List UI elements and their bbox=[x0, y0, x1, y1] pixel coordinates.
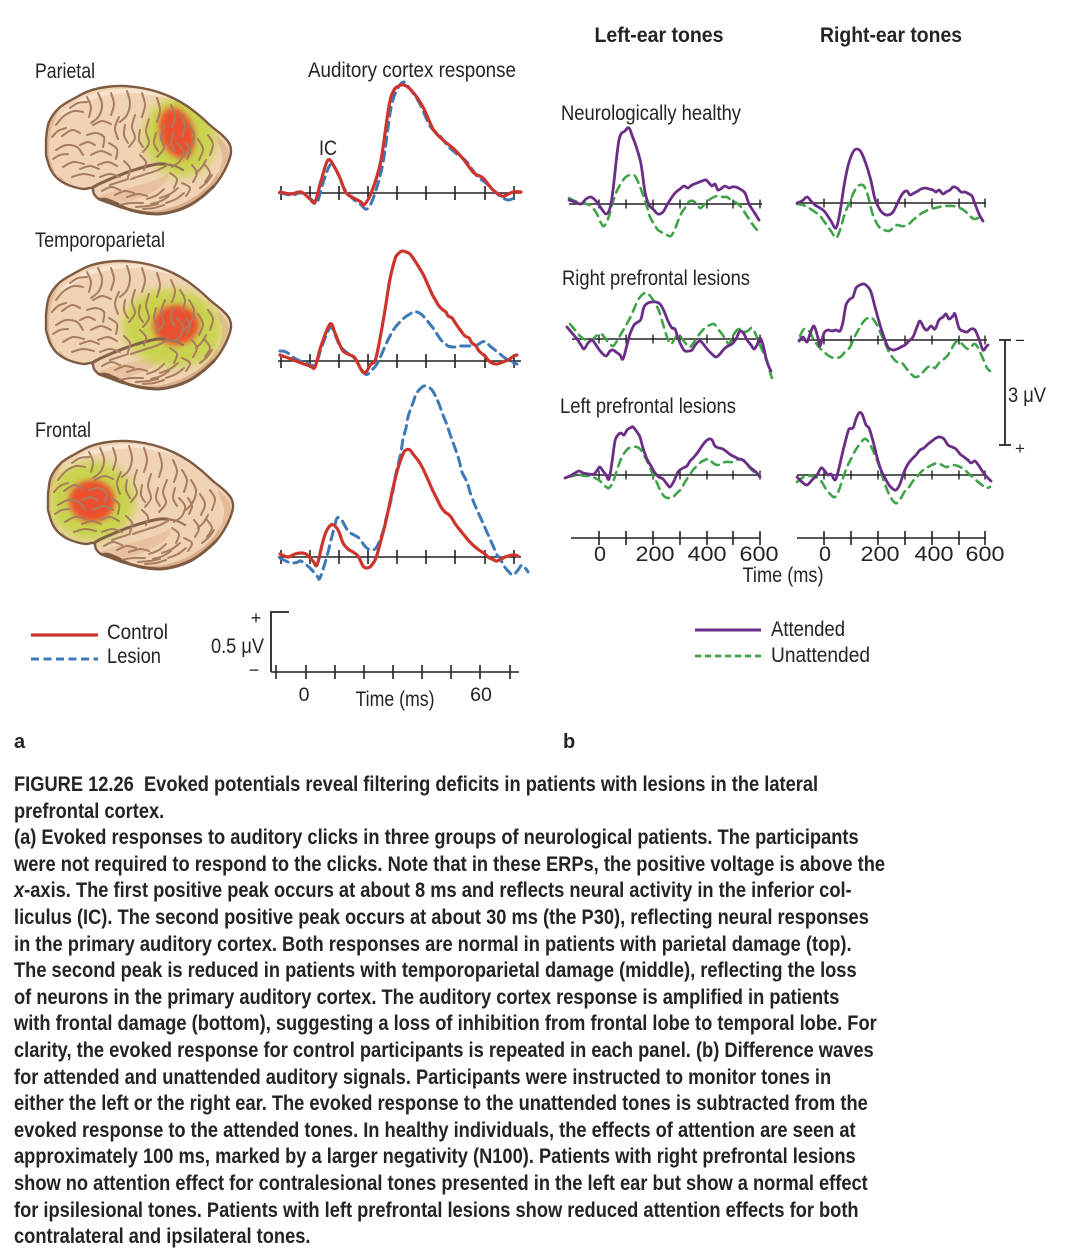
svg-text:600: 600 bbox=[966, 543, 1005, 566]
svg-text:a: a bbox=[14, 731, 26, 753]
svg-text:60: 60 bbox=[470, 684, 492, 706]
svg-text:3 μV: 3 μV bbox=[1008, 384, 1046, 407]
svg-text:Control: Control bbox=[107, 621, 168, 644]
svg-text:Frontal: Frontal bbox=[35, 419, 91, 442]
svg-text:Parietal: Parietal bbox=[35, 60, 95, 83]
svg-text:Unattended: Unattended bbox=[771, 644, 870, 667]
svg-text:Neurologically healthy: Neurologically healthy bbox=[561, 102, 741, 125]
svg-text:0.5 μV: 0.5 μV bbox=[211, 635, 264, 658]
svg-text:+: + bbox=[251, 608, 262, 628]
svg-text:Time (ms): Time (ms) bbox=[356, 688, 435, 711]
svg-text:0: 0 bbox=[819, 543, 831, 566]
svg-text:+: + bbox=[1015, 439, 1025, 458]
svg-text:600: 600 bbox=[740, 543, 779, 566]
svg-text:Temporoparietal: Temporoparietal bbox=[35, 229, 165, 252]
svg-text:200: 200 bbox=[861, 543, 900, 566]
svg-text:Time (ms): Time (ms) bbox=[743, 564, 824, 587]
svg-text:IC: IC bbox=[319, 137, 337, 160]
svg-text:−: − bbox=[249, 660, 260, 680]
svg-text:Right prefrontal lesions: Right prefrontal lesions bbox=[562, 267, 750, 290]
svg-text:Left prefrontal lesions: Left prefrontal lesions bbox=[560, 395, 736, 418]
svg-text:b: b bbox=[563, 731, 575, 753]
svg-text:400: 400 bbox=[688, 543, 727, 566]
svg-text:Lesion: Lesion bbox=[107, 645, 161, 668]
svg-text:Attended: Attended bbox=[771, 618, 845, 641]
svg-text:400: 400 bbox=[915, 543, 954, 566]
svg-text:Auditory cortex response: Auditory cortex response bbox=[308, 59, 516, 82]
svg-text:0: 0 bbox=[594, 543, 606, 566]
svg-text:−: − bbox=[1015, 331, 1025, 350]
svg-text:Right-ear tones: Right-ear tones bbox=[820, 24, 962, 47]
svg-text:Left-ear tones: Left-ear tones bbox=[595, 24, 724, 47]
svg-text:200: 200 bbox=[636, 543, 675, 566]
svg-text:0: 0 bbox=[299, 684, 310, 706]
